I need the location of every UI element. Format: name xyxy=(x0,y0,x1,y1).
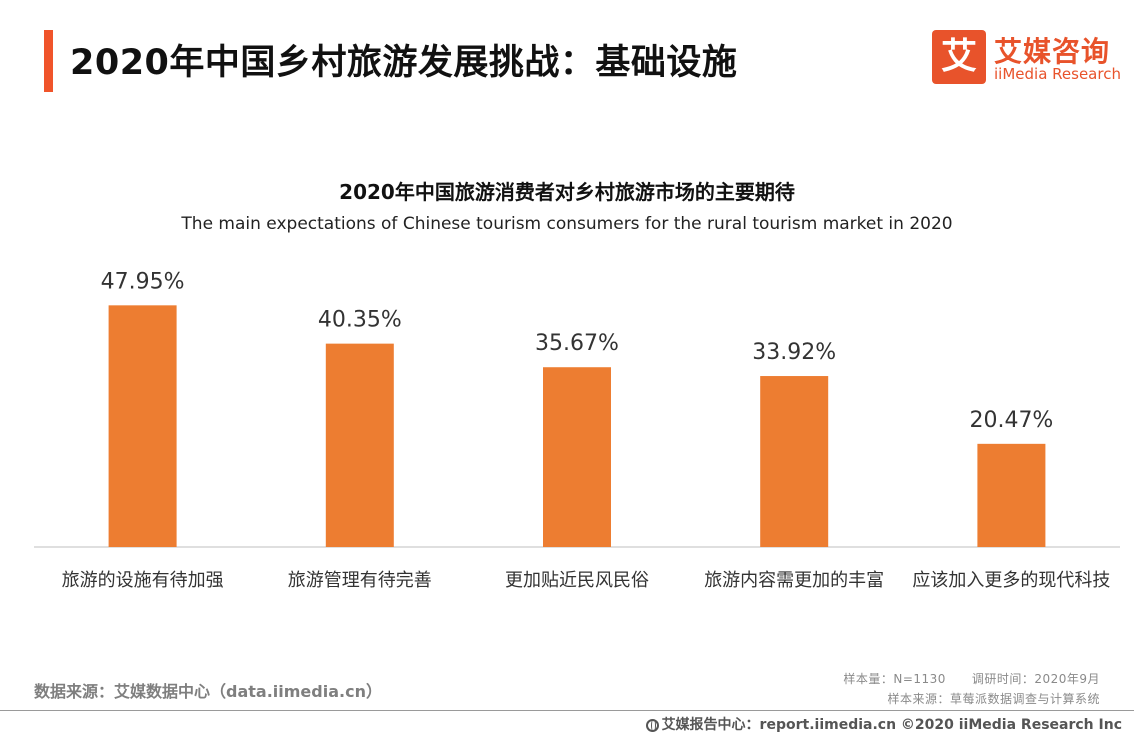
chart-subtitle: The main expectations of Chinese tourism… xyxy=(181,214,953,234)
footer-divider xyxy=(0,710,1134,711)
footer-text: 艾媒报告中心：report.iimedia.cn ©2020 iiMedia R… xyxy=(661,717,1122,733)
title-accent-bar xyxy=(44,30,53,92)
bar-1[interactable] xyxy=(108,305,177,547)
bar-4[interactable] xyxy=(760,376,829,547)
category-label-2: 旅游管理有待完善 xyxy=(288,570,432,591)
sample-size: 样本量：N=1130 xyxy=(843,672,946,686)
survey-time: 调研时间：2020年9月 xyxy=(971,672,1100,686)
sample-meta: 样本量：N=1130 调研时间：2020年9月 xyxy=(843,670,1100,687)
bar-3[interactable] xyxy=(543,367,611,547)
value-label-5: 20.47% xyxy=(969,408,1053,433)
logo-name-cn: 艾媒咨询 xyxy=(994,35,1111,68)
bar-2[interactable] xyxy=(325,343,394,547)
value-label-3: 35.67% xyxy=(535,331,619,356)
category-label-5: 应该加入更多的现代科技 xyxy=(912,570,1110,591)
data-source: 数据来源：艾媒数据中心（data.iimedia.cn） xyxy=(34,682,382,701)
category-label-1: 旅游的设施有待加强 xyxy=(62,570,224,591)
brand-logo[interactable]: 艾 艾媒咨询 iiMedia Research xyxy=(932,30,1122,86)
bar-chart: 47.95% 旅游的设施有待加强 40.35% 旅游管理有待完善 35.67% 更加贴近民… xyxy=(34,269,1120,591)
value-label-1: 47.95% xyxy=(101,269,185,294)
globe-icon xyxy=(645,719,659,732)
sample-source: 样本来源：草莓派数据调查与计算系统 xyxy=(887,692,1100,706)
bar-5[interactable] xyxy=(977,443,1046,547)
value-label-4: 33.92% xyxy=(752,340,836,365)
footer: 艾媒报告中心：report.iimedia.cn ©2020 iiMedia R… xyxy=(645,714,1122,734)
category-label-4: 旅游内容需更加的丰富 xyxy=(704,570,884,591)
value-label-2: 40.35% xyxy=(318,308,402,333)
page-title: 2020年中国乡村旅游发展挑战：基础设施 xyxy=(70,43,738,83)
chart-title: 2020年中国旅游消费者对乡村旅游市场的主要期待 xyxy=(339,180,795,204)
category-label-3: 更加贴近民风民俗 xyxy=(505,570,649,591)
logo-name-en: iiMedia Research xyxy=(994,65,1121,83)
logo-mark-icon: 艾 xyxy=(932,30,986,84)
